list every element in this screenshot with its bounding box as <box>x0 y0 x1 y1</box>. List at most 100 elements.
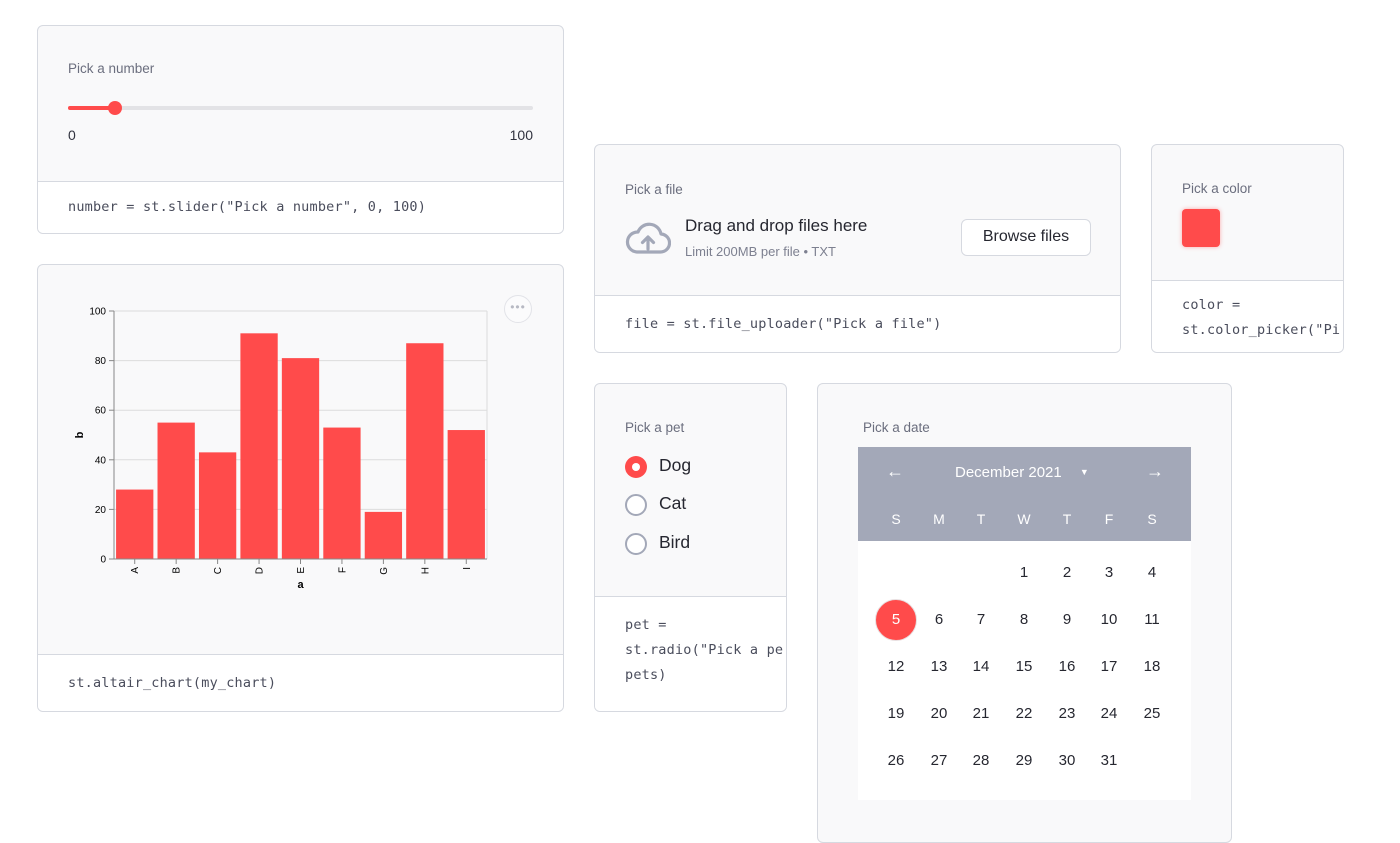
calendar-day[interactable]: 16 <box>1058 658 1076 675</box>
radio-card: Pick a pet Dog Cat Bird pet = st.radio("… <box>594 383 787 712</box>
bar-chart: 0 20 40 60 80 100 A B C D E F G H Ia b <box>74 307 488 591</box>
code-line: pet = <box>625 617 667 633</box>
calendar-day[interactable]: 26 <box>887 752 905 769</box>
slider-fill <box>68 106 115 110</box>
color-label: Pick a color <box>1182 181 1252 196</box>
slider-max-label: 100 <box>509 127 533 143</box>
calendar-day[interactable]: 21 <box>972 705 990 722</box>
radio-option-label: Bird <box>659 532 691 552</box>
slider-card: Pick a number 0 100 number = st.slider("… <box>37 25 564 234</box>
dropzone-title: Drag and drop files here <box>685 216 868 235</box>
bar <box>157 422 195 559</box>
radio-option-label: Cat <box>659 493 687 513</box>
code-snippet: pet = st.radio("Pick a pe pets) <box>595 596 786 711</box>
calendar-day[interactable]: 23 <box>1058 705 1076 722</box>
code-line: st.color_picker("Pi <box>1182 322 1341 338</box>
bar <box>198 452 237 559</box>
radio-button[interactable] <box>625 456 647 478</box>
file-dropzone[interactable]: Drag and drop files here Limit 200MB per… <box>615 205 1102 275</box>
calendar-day[interactable]: 9 <box>1062 611 1072 628</box>
color-swatch[interactable] <box>1182 209 1220 247</box>
calendar-day[interactable]: 7 <box>976 611 986 628</box>
calendar-day[interactable]: 8 <box>1019 611 1029 628</box>
slider-track[interactable] <box>68 101 533 115</box>
calendar-day[interactable]: 5 <box>875 599 917 641</box>
x-tick-label: I <box>462 567 473 570</box>
calendar-day[interactable]: 13 <box>930 658 948 675</box>
calendar-day[interactable]: 2 <box>1062 564 1072 581</box>
y-tick-label: 20 <box>95 505 107 516</box>
more-horizontal-icon[interactable]: ••• <box>504 295 532 323</box>
bar <box>323 427 361 559</box>
weekday-label: T <box>976 511 986 527</box>
dropzone-subtitle: Limit 200MB per file • TXT <box>685 244 836 259</box>
bar <box>281 358 320 559</box>
calendar-day[interactable]: 6 <box>934 611 944 628</box>
calendar-day[interactable]: 11 <box>1144 611 1160 628</box>
calendar-day[interactable]: 1 <box>1019 564 1029 581</box>
y-axis-label: b <box>74 431 86 438</box>
y-tick-label: 100 <box>89 307 106 318</box>
weekday-label: S <box>1147 511 1157 527</box>
weekday-label: T <box>1062 511 1072 527</box>
arrow-right-icon[interactable]: → <box>1146 461 1164 481</box>
y-tick-label: 60 <box>95 406 107 417</box>
color-picker-card: Pick a color color = st.color_picker("Pi <box>1151 144 1344 353</box>
calendar-day[interactable]: 25 <box>1143 705 1161 722</box>
calendar-day[interactable]: 27 <box>930 752 948 769</box>
calendar-day[interactable]: 18 <box>1143 658 1161 675</box>
radio-button[interactable] <box>625 533 647 555</box>
x-tick-label: B <box>172 567 183 574</box>
calendar-day[interactable]: 19 <box>887 705 905 722</box>
calendar-day[interactable]: 15 <box>1015 658 1033 675</box>
calendar-day[interactable]: 22 <box>1015 705 1033 722</box>
code-line: pets) <box>625 667 667 683</box>
x-tick-label: A <box>130 567 141 574</box>
calendar-day[interactable]: 24 <box>1100 705 1118 722</box>
weekday-label: F <box>1104 511 1114 527</box>
x-tick-label: E <box>296 567 307 574</box>
bar <box>406 343 444 559</box>
calendar-day[interactable]: 29 <box>1015 752 1033 769</box>
calendar-day[interactable]: 17 <box>1100 658 1118 675</box>
calendar-day[interactable]: 12 <box>887 658 905 675</box>
x-tick-label: D <box>255 567 266 574</box>
y-tick-label: 0 <box>100 555 106 566</box>
bar <box>364 511 403 559</box>
code-line: color = <box>1182 297 1241 313</box>
radio-label: Pick a pet <box>625 420 685 435</box>
radio-button[interactable] <box>625 494 647 516</box>
calendar-day[interactable]: 20 <box>930 705 948 722</box>
weekday-label: W <box>1017 511 1031 527</box>
calendar-day[interactable]: 14 <box>972 658 990 675</box>
code-line: st.altair_chart(my_chart) <box>68 675 277 691</box>
month-label: December 2021 <box>955 464 1062 481</box>
radio-option-label: Dog <box>659 455 692 475</box>
bar <box>240 333 278 559</box>
slider-label: Pick a number <box>68 61 155 76</box>
calendar-day[interactable]: 28 <box>972 752 990 769</box>
arrow-left-icon[interactable]: ← <box>886 461 904 481</box>
cloud-upload-icon <box>625 222 671 254</box>
browse-files-button[interactable]: Browse files <box>961 219 1091 256</box>
bar <box>447 430 485 559</box>
code-line: st.radio("Pick a pe <box>625 642 784 658</box>
file-label: Pick a file <box>625 182 683 197</box>
month-selector[interactable]: December 2021 ▼ <box>955 464 1089 481</box>
bar <box>116 489 154 559</box>
code-snippet: color = st.color_picker("Pi <box>1152 280 1343 352</box>
x-tick-label: C <box>213 567 224 574</box>
slider-thumb[interactable] <box>107 101 122 115</box>
calendar-day[interactable]: 31 <box>1100 752 1118 769</box>
calendar-day[interactable]: 10 <box>1100 611 1118 628</box>
code-snippet: number = st.slider("Pick a number", 0, 1… <box>38 181 563 233</box>
code-snippet: file = st.file_uploader("Pick a file") <box>595 295 1120 352</box>
calendar-day[interactable]: 4 <box>1147 564 1157 581</box>
calendar-day[interactable]: 30 <box>1058 752 1076 769</box>
calendar-day[interactable]: 3 <box>1104 564 1114 581</box>
date-label: Pick a date <box>863 420 930 435</box>
y-tick-label: 40 <box>95 455 107 466</box>
